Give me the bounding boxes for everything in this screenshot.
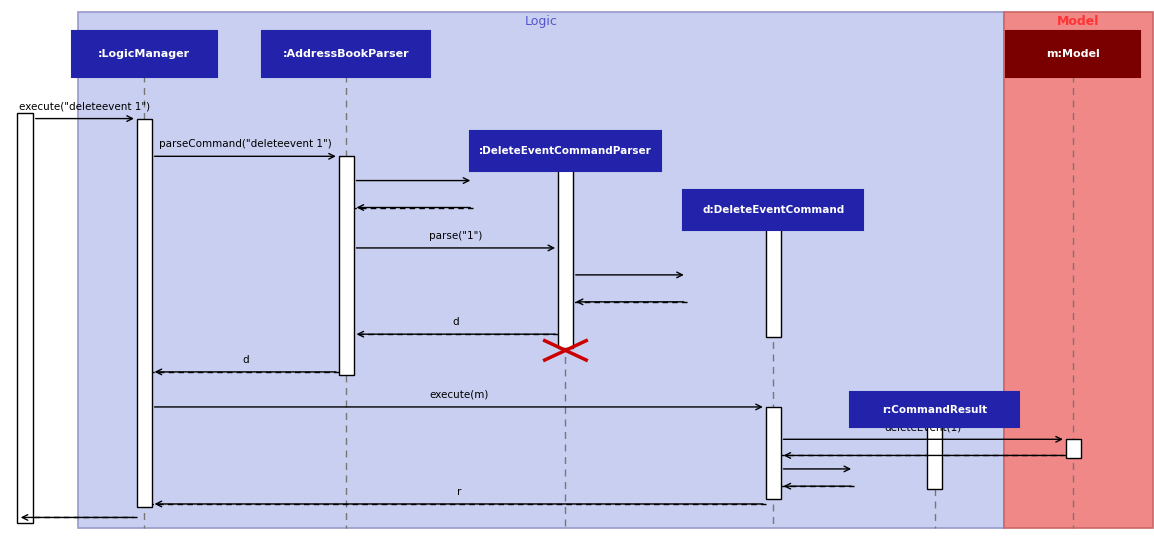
Bar <box>1066 439 1080 458</box>
Text: d: d <box>242 355 248 365</box>
Text: d:DeleteEventCommand: d:DeleteEventCommand <box>702 205 845 215</box>
FancyBboxPatch shape <box>470 131 661 171</box>
Text: parse("1"): parse("1") <box>429 231 482 241</box>
Text: :AddressBookParser: :AddressBookParser <box>283 49 410 59</box>
Bar <box>338 156 353 375</box>
Text: :LogicManager: :LogicManager <box>98 49 190 59</box>
Bar <box>1004 12 1153 528</box>
Text: parseCommand("deleteevent 1"): parseCommand("deleteevent 1") <box>159 139 331 149</box>
Text: execute(m): execute(m) <box>429 390 488 400</box>
Text: d: d <box>452 317 459 327</box>
Bar <box>78 12 1004 528</box>
FancyBboxPatch shape <box>683 190 863 230</box>
FancyBboxPatch shape <box>850 392 1019 427</box>
Text: m:Model: m:Model <box>1047 49 1100 59</box>
Bar <box>17 113 33 523</box>
Bar <box>928 426 943 489</box>
Text: Model: Model <box>1057 15 1100 27</box>
FancyBboxPatch shape <box>262 31 430 77</box>
Bar <box>766 229 781 337</box>
Text: Logic: Logic <box>525 15 557 27</box>
Text: r:CommandResult: r:CommandResult <box>882 405 988 414</box>
Text: :DeleteEventCommandParser: :DeleteEventCommandParser <box>479 146 652 156</box>
Text: execute("deleteevent 1"): execute("deleteevent 1") <box>20 101 150 112</box>
FancyBboxPatch shape <box>72 31 217 77</box>
Bar <box>557 169 572 348</box>
Text: deleteEvent(1): deleteEvent(1) <box>885 422 961 432</box>
Text: r: r <box>457 487 460 497</box>
Bar <box>136 119 152 507</box>
Bar <box>766 407 781 499</box>
FancyBboxPatch shape <box>1006 31 1140 77</box>
